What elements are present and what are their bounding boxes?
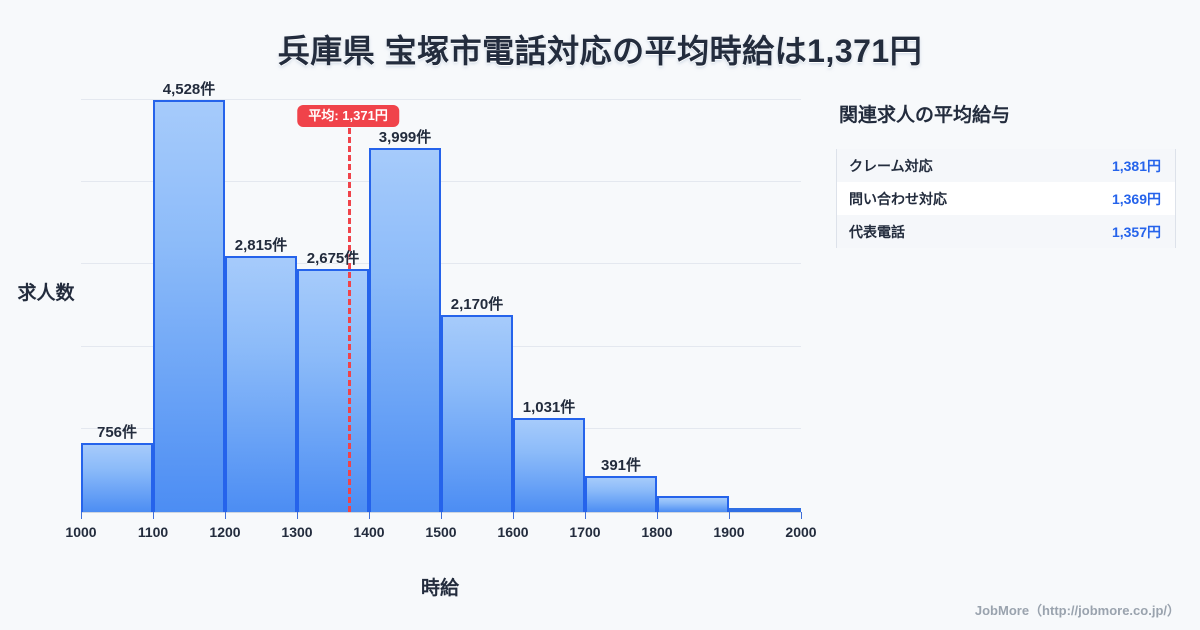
x-axis-tick-label: 1500 — [425, 524, 457, 540]
x-axis-tick-label: 1200 — [209, 524, 241, 540]
gridline — [81, 263, 801, 264]
table-row[interactable]: クレーム対応 1,381円 — [837, 149, 1175, 182]
bar-value-label: 1,031件 — [522, 399, 576, 416]
x-axis-tick-label: 1000 — [65, 524, 97, 540]
histogram-bar[interactable] — [81, 443, 153, 512]
table-row-value: 1,369円 — [1111, 190, 1161, 207]
bar-value-label: 2,675件 — [306, 250, 360, 267]
x-axis-tick-label: 1900 — [713, 524, 745, 540]
x-axis-tick-label: 1100 — [137, 524, 169, 540]
bar-value-label: 756件 — [96, 424, 138, 441]
x-axis-tick — [513, 512, 514, 519]
histogram-bar[interactable] — [657, 496, 729, 512]
x-axis-tick — [297, 512, 298, 519]
x-axis-tick — [657, 512, 658, 519]
table-row-label: 問い合わせ対応 — [849, 190, 947, 207]
bar-value-label: 4,528件 — [162, 81, 216, 98]
gridline — [81, 99, 801, 100]
x-axis-tick — [369, 512, 370, 519]
x-axis-tick — [801, 512, 802, 519]
gridline — [81, 181, 801, 182]
x-axis-tick — [729, 512, 730, 519]
x-axis-tick — [585, 512, 586, 519]
x-axis-tick-label: 1400 — [353, 524, 385, 540]
table-row-value: 1,381円 — [1111, 157, 1161, 174]
x-axis-tick — [153, 512, 154, 519]
histogram-bar[interactable] — [585, 476, 657, 512]
histogram-bar[interactable] — [441, 314, 513, 512]
footer-attribution: JobMore（http://jobmore.co.jp/） — [974, 603, 1180, 618]
table-row[interactable]: 問い合わせ対応 1,369円 — [837, 182, 1175, 215]
histogram-bar[interactable] — [297, 268, 369, 512]
bar-value-label: 3,999件 — [378, 129, 432, 146]
bar-value-label: 2,170件 — [450, 296, 504, 313]
table-row-label: クレーム対応 — [849, 157, 933, 174]
plot-area — [81, 99, 801, 512]
x-axis-tick-label: 1600 — [497, 524, 529, 540]
x-axis-tick — [225, 512, 226, 519]
x-axis-title: 時給 — [420, 578, 459, 599]
histogram-bar[interactable] — [225, 256, 297, 512]
table-row-label: 代表電話 — [849, 223, 905, 240]
related-jobs-title: 関連求人の平均給与 — [839, 105, 1011, 126]
table-row[interactable]: 代表電話 1,357円 — [837, 215, 1175, 248]
x-axis-tick-label: 1300 — [281, 524, 313, 540]
table-row-value: 1,357円 — [1111, 223, 1161, 240]
x-axis-tick — [441, 512, 442, 519]
bar-value-label: 391件 — [600, 457, 642, 474]
average-badge: 平均: 1,371円 — [297, 105, 399, 127]
histogram-chart: 求人数 時給 平均: 1,371円 756件 4,528件 2,815件 2,675件… — [17, 81, 817, 599]
x-axis-tick-label: 1800 — [641, 524, 673, 540]
average-line — [348, 128, 352, 512]
related-jobs-table: クレーム対応 1,381円 問い合わせ対応 1,369円 代表電話 1,357円 — [836, 149, 1176, 248]
x-axis-tick-label: 1700 — [569, 524, 601, 540]
histogram-bar[interactable] — [729, 508, 801, 512]
x-axis-tick — [81, 512, 82, 519]
histogram-bar[interactable] — [153, 100, 225, 512]
related-jobs-panel: 関連求人の平均給与 クレーム対応 1,381円 問い合わせ対応 1,369円 代… — [836, 100, 1176, 248]
bar-value-label: 2,815件 — [234, 237, 288, 254]
page-title: 兵庫県 宝塚市電話対応の平均時給は1,371円 — [277, 33, 923, 69]
x-axis-tick-label: 2000 — [785, 524, 817, 540]
histogram-bar[interactable] — [513, 418, 585, 512]
y-axis-title: 求人数 — [17, 283, 75, 304]
histogram-bar[interactable] — [369, 148, 441, 512]
